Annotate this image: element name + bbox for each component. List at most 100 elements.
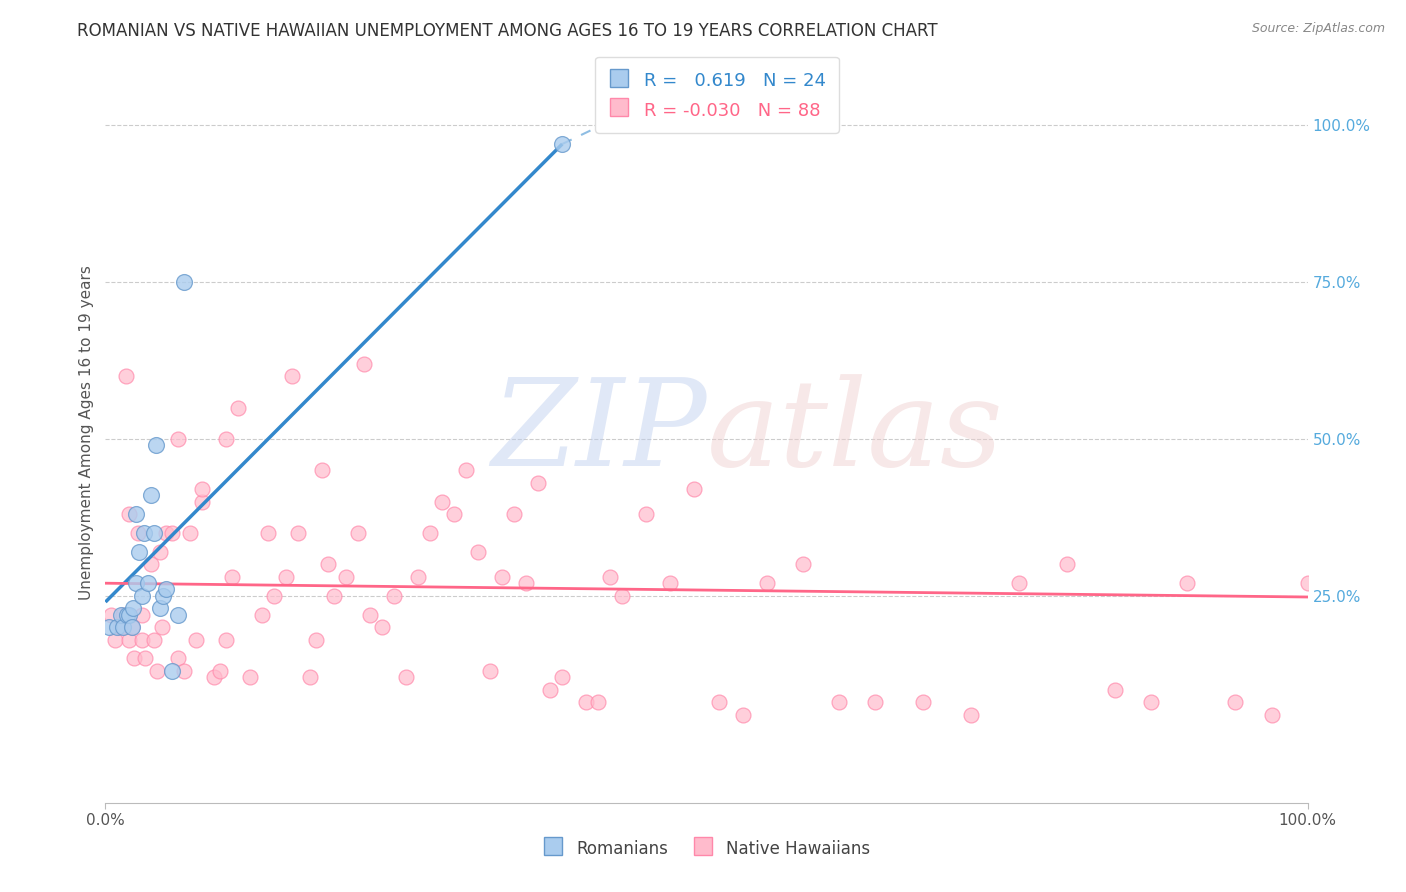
Point [121, 620, 143, 634]
Point [298, 670, 321, 684]
Point [132, 526, 155, 541]
Point [335, 570, 357, 584]
Point [1177, 576, 1199, 591]
Text: ZIP: ZIP [491, 374, 707, 491]
Point [430, 494, 453, 508]
Point [112, 607, 135, 622]
Point [863, 695, 886, 709]
Point [395, 670, 418, 684]
Point [347, 526, 370, 541]
Point [1225, 695, 1247, 709]
Point [160, 526, 183, 541]
Point [467, 545, 489, 559]
Point [503, 507, 526, 521]
Point [707, 695, 730, 709]
Point [148, 545, 170, 559]
Point [274, 570, 297, 584]
Point [124, 507, 146, 521]
Point [1140, 695, 1163, 709]
Legend: Romanians, Native Hawaiians: Romanians, Native Hawaiians [536, 832, 877, 865]
Point [359, 607, 381, 622]
Point [250, 607, 273, 622]
Point [150, 620, 173, 634]
Point [1056, 558, 1078, 572]
Point [134, 651, 156, 665]
Point [382, 589, 405, 603]
Point [155, 582, 177, 597]
Point [588, 695, 610, 709]
Text: Source: ZipAtlas.com: Source: ZipAtlas.com [1251, 22, 1385, 36]
Point [551, 136, 574, 151]
Point [202, 670, 225, 684]
Text: atlas: atlas [707, 374, 1004, 491]
Point [179, 526, 201, 541]
Point [104, 632, 127, 647]
Point [612, 589, 634, 603]
Point [128, 545, 150, 559]
Point [118, 507, 141, 521]
Point [108, 620, 131, 634]
Point [263, 589, 285, 603]
Point [131, 632, 153, 647]
Point [208, 664, 231, 678]
Point [148, 601, 170, 615]
Point [121, 620, 143, 634]
Point [173, 664, 195, 678]
Point [316, 558, 339, 572]
Point [683, 482, 706, 496]
Point [551, 670, 574, 684]
Point [575, 695, 598, 709]
Point [190, 494, 212, 508]
Point [353, 357, 375, 371]
Point [828, 695, 851, 709]
Point [107, 620, 129, 634]
Point [456, 463, 478, 477]
Point [287, 526, 309, 541]
Point [1104, 682, 1126, 697]
Point [166, 651, 188, 665]
Point [127, 526, 149, 541]
Point [256, 526, 278, 541]
Point [221, 570, 243, 584]
Point [118, 607, 141, 622]
Point [226, 401, 249, 415]
Point [122, 601, 145, 615]
Point [214, 432, 236, 446]
Y-axis label: Unemployment Among Ages 16 to 19 years: Unemployment Among Ages 16 to 19 years [79, 265, 94, 600]
Point [792, 558, 814, 572]
Point [136, 576, 159, 591]
Point [146, 664, 169, 678]
Point [322, 589, 344, 603]
Point [112, 620, 135, 634]
Point [911, 695, 934, 709]
Point [118, 632, 141, 647]
Point [166, 607, 188, 622]
Point [142, 526, 165, 541]
Point [152, 589, 174, 603]
Text: ROMANIAN VS NATIVE HAWAIIAN UNEMPLOYMENT AMONG AGES 16 TO 19 YEARS CORRELATION C: ROMANIAN VS NATIVE HAWAIIAN UNEMPLOYMENT… [77, 22, 938, 40]
Point [599, 570, 621, 584]
Point [239, 670, 262, 684]
Point [538, 682, 561, 697]
Point [659, 576, 682, 591]
Point [443, 507, 465, 521]
Point [311, 463, 333, 477]
Point [491, 570, 513, 584]
Point [100, 607, 122, 622]
Point [98, 620, 121, 634]
Point [131, 589, 153, 603]
Point [139, 558, 162, 572]
Point [110, 607, 132, 622]
Point [419, 526, 441, 541]
Point [515, 576, 537, 591]
Point [406, 570, 429, 584]
Point [160, 664, 183, 678]
Point [115, 607, 138, 622]
Point [1296, 576, 1319, 591]
Point [281, 369, 304, 384]
Point [731, 708, 754, 723]
Point [527, 475, 550, 490]
Point [960, 708, 983, 723]
Point [190, 482, 212, 496]
Point [636, 507, 658, 521]
